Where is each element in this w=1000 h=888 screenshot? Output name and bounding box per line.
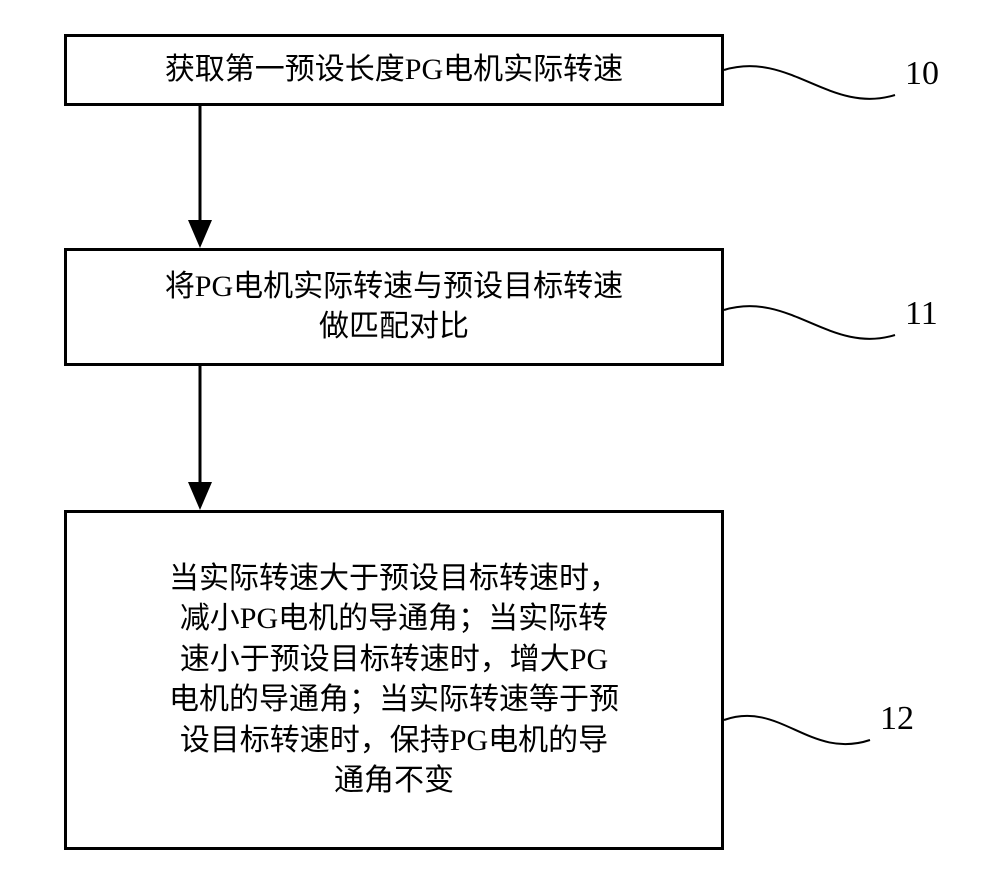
step-12-text: 当实际转速大于预设目标转速时， 减小PG电机的导通角；当实际转 速小于预设目标转… xyxy=(169,559,619,802)
step-10-label: 10 xyxy=(905,55,939,93)
step-11-label: 11 xyxy=(905,295,938,333)
step-11-text: 将PG电机实际转速与预设目标转速 做匹配对比 xyxy=(165,267,623,348)
flowchart-canvas: 获取第一预设长度PG电机实际转速 将PG电机实际转速与预设目标转速 做匹配对比 … xyxy=(0,0,1000,888)
step-10-text: 获取第一预设长度PG电机实际转速 xyxy=(165,50,623,91)
step-12-box: 当实际转速大于预设目标转速时， 减小PG电机的导通角；当实际转 速小于预设目标转… xyxy=(64,510,724,850)
step-11-box: 将PG电机实际转速与预设目标转速 做匹配对比 xyxy=(64,248,724,366)
step-12-label: 12 xyxy=(880,700,914,738)
step-10-box: 获取第一预设长度PG电机实际转速 xyxy=(64,34,724,106)
